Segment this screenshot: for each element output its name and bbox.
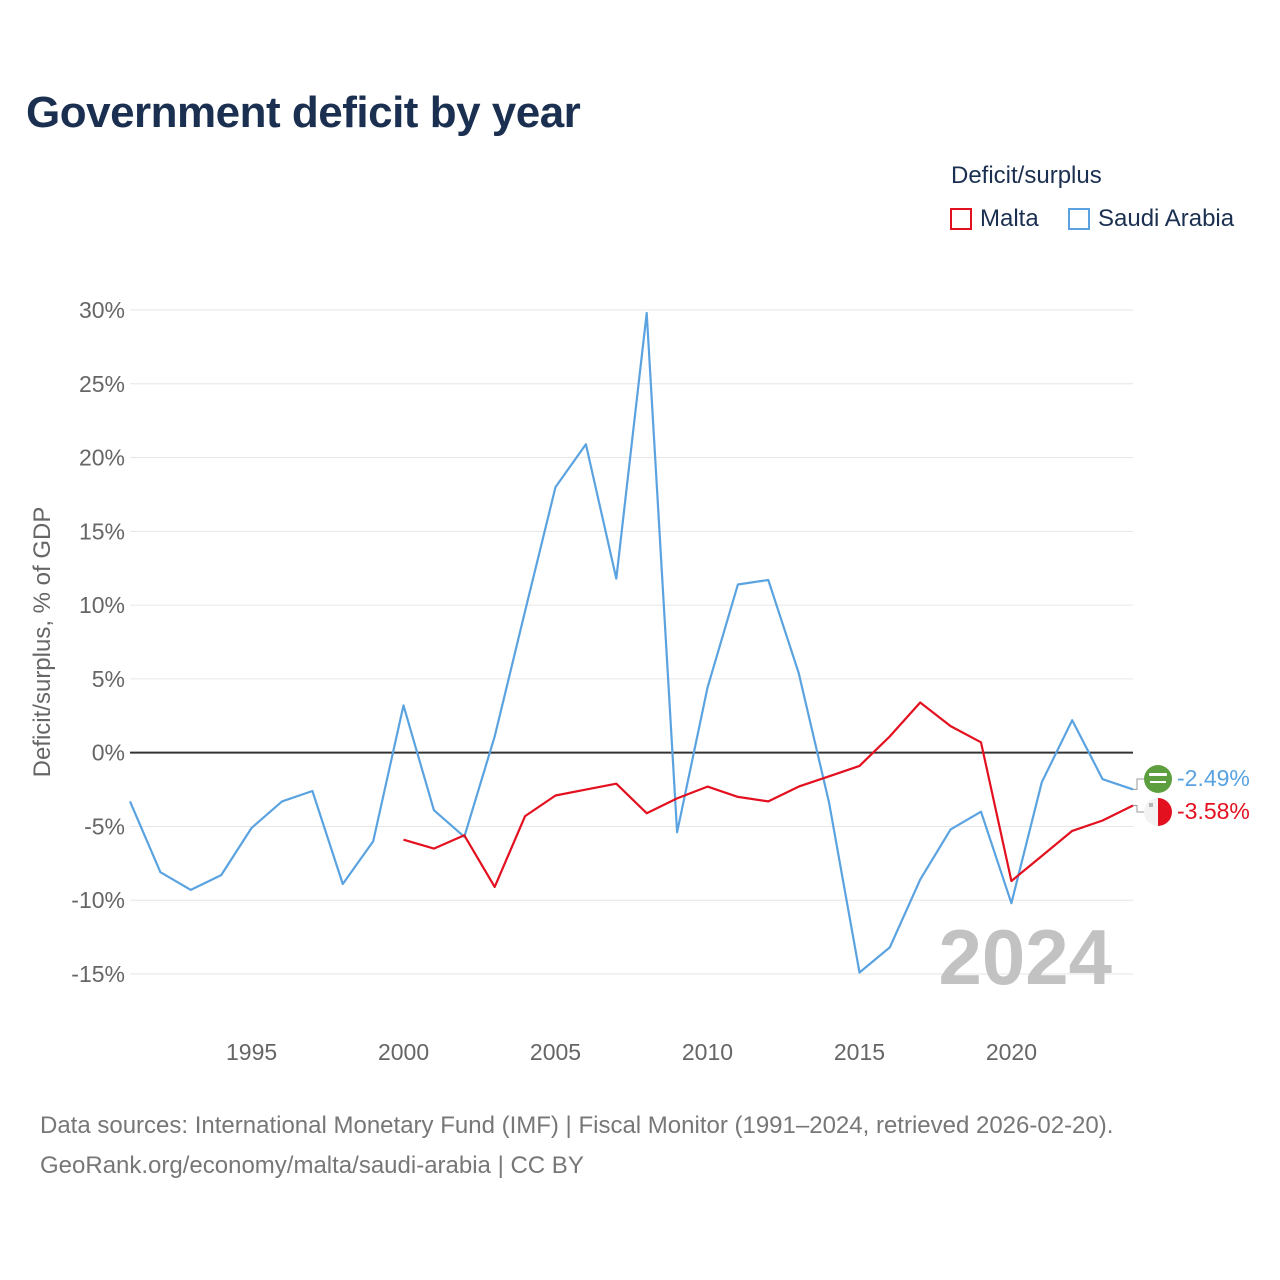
- y-tick-label: -5%: [84, 813, 125, 839]
- y-tick-label: 0%: [92, 740, 125, 766]
- x-tick-label: 2000: [378, 1039, 429, 1065]
- legend-item-malta[interactable]: Malta: [950, 204, 1039, 234]
- legend-label-saudi-arabia: Saudi Arabia: [1098, 205, 1235, 232]
- x-tick-label: 2015: [834, 1039, 885, 1065]
- y-tick-label: 10%: [79, 592, 125, 618]
- legend-label-malta: Malta: [980, 205, 1039, 232]
- x-axis: 1995 2000 2005 2010 2015 2020: [226, 1039, 1037, 1065]
- saudi-arabia-flag-icon: [1144, 765, 1172, 793]
- series-line-saudi-arabia[interactable]: [128, 311, 1134, 974]
- series-line-malta[interactable]: [403, 701, 1134, 889]
- series: [128, 311, 1144, 974]
- x-tick-label: 2010: [682, 1039, 733, 1065]
- footer-sources: Data sources: International Monetary Fun…: [40, 1112, 1114, 1139]
- y-tick-label: 30%: [79, 297, 125, 323]
- y-tick-label: -10%: [71, 887, 125, 913]
- y-tick-label: -15%: [71, 961, 125, 987]
- legend-swatch-saudi-arabia: [1068, 208, 1090, 230]
- x-tick-label: 2005: [530, 1039, 581, 1065]
- footer: Data sources: International Monetary Fun…: [40, 1106, 1113, 1186]
- end-connector: [1133, 778, 1144, 790]
- x-tick-label: 2020: [986, 1039, 1037, 1065]
- y-tick-label: 25%: [79, 371, 125, 397]
- saudi-arabia-end-label: -2.49%: [1177, 765, 1250, 791]
- y-axis: 30% 25% 20% 15% 10% 5% 0% -5% -10% -15%: [71, 297, 125, 987]
- chart-title: Government deficit by year: [26, 88, 581, 137]
- legend-item-saudi-arabia[interactable]: Saudi Arabia: [1068, 204, 1234, 234]
- grid: [130, 309, 1133, 975]
- y-tick-label: 15%: [79, 518, 125, 544]
- y-tick-label: 20%: [79, 445, 125, 471]
- legend-title: Deficit/surplus: [951, 162, 1102, 189]
- end-markers: -2.49% -3.58%: [1144, 765, 1250, 826]
- year-watermark: 2024: [938, 913, 1112, 1001]
- malta-flag-icon: [1144, 798, 1172, 826]
- x-tick-label: 1995: [226, 1039, 277, 1065]
- y-tick-label: 5%: [92, 666, 125, 692]
- legend-swatch-malta: [950, 208, 972, 230]
- y-axis-label: Deficit/surplus, % of GDP: [29, 507, 56, 778]
- malta-end-label: -3.58%: [1177, 798, 1250, 824]
- end-connector: [1133, 804, 1144, 813]
- footer-credit: GeoRank.org/economy/malta/saudi-arabia |…: [40, 1152, 584, 1179]
